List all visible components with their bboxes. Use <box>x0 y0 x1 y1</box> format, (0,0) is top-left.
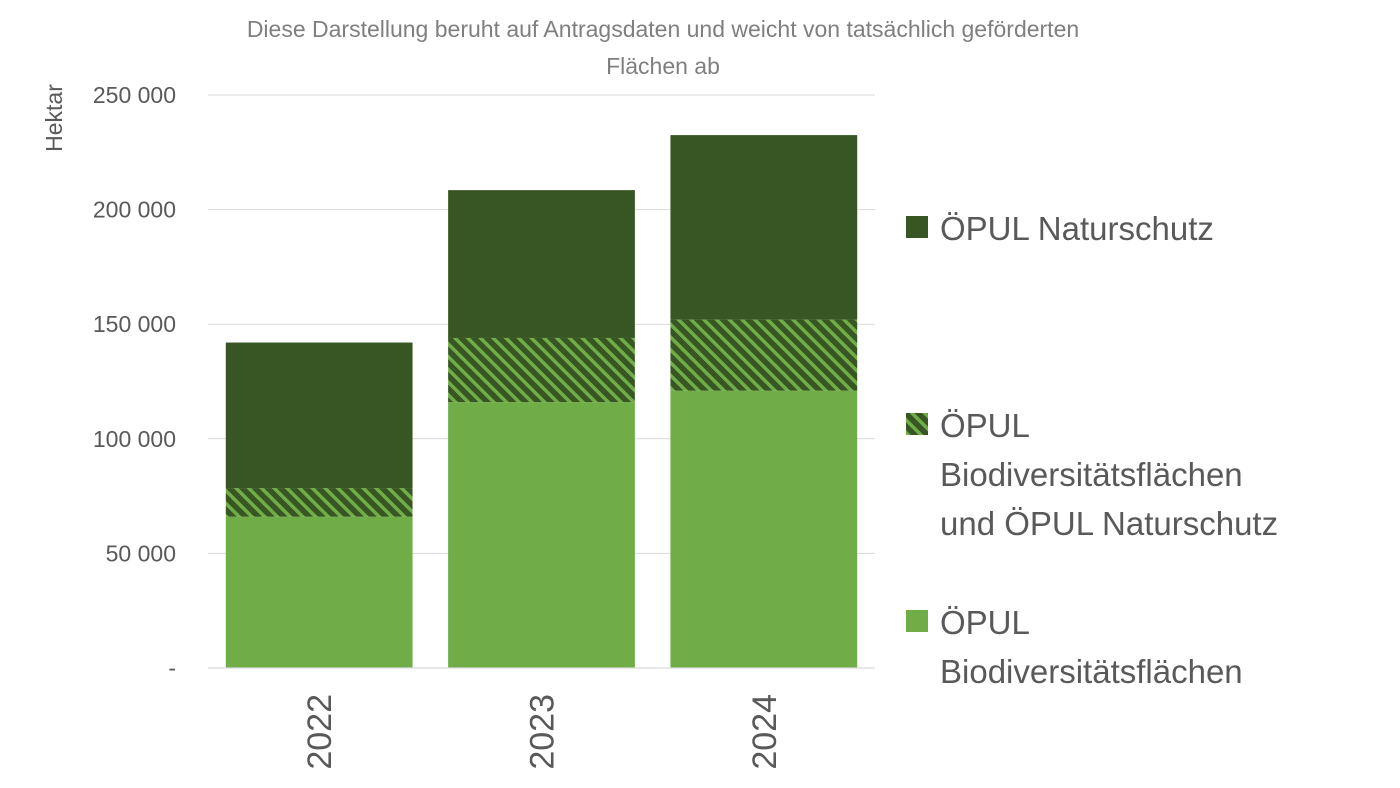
legend-label-0-line-1: Biodiversitätsflächen <box>940 653 1243 690</box>
legend-item-2: ÖPUL Naturschutz <box>906 210 1214 247</box>
y-tick-label-1: 50 000 <box>106 540 176 566</box>
bar-2023-series-2 <box>448 190 635 338</box>
bar-2024-series-2 <box>670 135 858 320</box>
bar-2022-series-2 <box>225 342 413 489</box>
y-tick-label-4: 200 000 <box>93 197 176 223</box>
legend-item-0: ÖPUL Biodiversitätsflächen <box>906 604 1243 690</box>
legend-swatch-1 <box>906 413 928 435</box>
legend-label-1-line-0: ÖPUL <box>940 407 1030 444</box>
x-axis-ticks: 2022 2023 2024 <box>301 694 784 770</box>
y-tick-label-0: - <box>168 655 176 681</box>
y-tick-label-2: 100 000 <box>93 426 176 452</box>
legend-label-1-line-1: Biodiversitätsflächen <box>940 456 1243 493</box>
bar-2022-series-1 <box>225 488 413 517</box>
x-tick-label-2024: 2024 <box>746 694 784 770</box>
bar-2024-series-1 <box>670 319 858 391</box>
bars <box>225 135 858 668</box>
bar-2023-series-1 <box>448 337 635 403</box>
y-axis-ticks: - 50 000 100 000 150 000 200 000 250 000 <box>93 82 176 681</box>
legend: ÖPUL Naturschutz ÖPUL Biodiversitätsfläche… <box>906 210 1278 690</box>
legend-swatch-0 <box>906 610 928 632</box>
bar-2022-series-0 <box>225 516 413 668</box>
legend-item-1: ÖPUL Biodiversitätsflächen und ÖPUL Naturs… <box>906 407 1278 542</box>
bar-2024-series-0 <box>670 390 858 668</box>
legend-label-2-line-0: ÖPUL Naturschutz <box>940 210 1214 247</box>
y-tick-label-5: 250 000 <box>93 82 176 108</box>
legend-label-0-line-0: ÖPUL <box>940 604 1030 641</box>
chart-title-line-1: Diese Darstellung beruht auf Antragsdate… <box>247 16 1079 42</box>
chart-title-line-2: Flächen ab <box>606 53 720 79</box>
x-tick-label-2022: 2022 <box>301 694 339 770</box>
legend-swatch-2 <box>906 216 928 238</box>
y-axis-label: Hektar <box>41 84 67 152</box>
x-tick-label-2023: 2023 <box>524 694 562 770</box>
y-tick-label-3: 150 000 <box>93 311 176 337</box>
bar-2023-series-0 <box>448 402 635 668</box>
chart-title: Diese Darstellung beruht auf Antragsdate… <box>247 16 1079 79</box>
legend-label-1-line-2: und ÖPUL Naturschutz <box>940 505 1278 542</box>
